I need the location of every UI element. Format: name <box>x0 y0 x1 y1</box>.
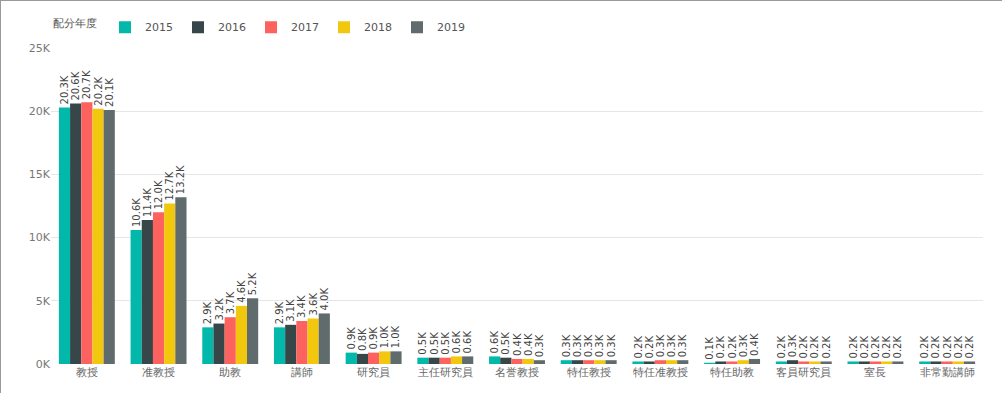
svg-text:0.3K: 0.3K <box>606 334 617 357</box>
svg-text:客員研究員: 客員研究員 <box>776 366 831 379</box>
svg-text:0.6K: 0.6K <box>451 331 462 354</box>
svg-text:准教授: 准教授 <box>142 366 175 379</box>
svg-text:12.0K: 12.0K <box>153 180 164 209</box>
svg-text:15K: 15K <box>29 168 51 181</box>
svg-text:0.5K: 0.5K <box>500 332 511 355</box>
svg-text:教授: 教授 <box>76 366 98 379</box>
svg-text:0.3K: 0.3K <box>594 334 605 357</box>
svg-text:0.3K: 0.3K <box>583 334 594 357</box>
svg-text:0.5K: 0.5K <box>429 332 440 355</box>
svg-text:0.3K: 0.3K <box>655 334 666 357</box>
svg-text:0.2K: 0.2K <box>633 336 644 359</box>
svg-text:0.2K: 0.2K <box>859 336 870 359</box>
svg-text:2016: 2016 <box>218 21 246 34</box>
svg-text:室長: 室長 <box>864 366 886 379</box>
svg-text:0.2K: 0.2K <box>881 336 892 359</box>
svg-text:0.2K: 0.2K <box>798 336 809 359</box>
svg-text:0.9K: 0.9K <box>368 327 379 350</box>
svg-text:0.2K: 0.2K <box>892 336 903 359</box>
svg-text:0.2K: 0.2K <box>809 336 820 359</box>
svg-text:0.6K: 0.6K <box>462 331 473 354</box>
svg-text:20K: 20K <box>29 105 51 118</box>
svg-text:4.0K: 4.0K <box>319 288 330 311</box>
svg-text:0.5K: 0.5K <box>440 332 451 355</box>
svg-text:0.9K: 0.9K <box>346 327 357 350</box>
svg-text:2019: 2019 <box>437 21 465 34</box>
svg-text:0.2K: 0.2K <box>930 336 941 359</box>
svg-text:12.7K: 12.7K <box>164 171 175 200</box>
svg-text:0.2K: 0.2K <box>776 336 787 359</box>
svg-text:20.7K: 20.7K <box>81 70 92 99</box>
svg-text:名誉教授: 名誉教授 <box>495 366 539 379</box>
svg-text:0.3K: 0.3K <box>677 334 688 357</box>
svg-text:2.9K: 2.9K <box>274 301 285 324</box>
svg-text:非常勤講師: 非常勤講師 <box>920 366 975 379</box>
svg-text:3.1K: 3.1K <box>285 299 296 322</box>
svg-text:0.3K: 0.3K <box>666 334 677 357</box>
svg-text:0.2K: 0.2K <box>870 336 881 359</box>
svg-text:5K: 5K <box>36 295 51 308</box>
svg-text:配分年度: 配分年度 <box>53 17 97 30</box>
svg-text:特任准教授: 特任准教授 <box>633 366 688 379</box>
svg-text:0.2K: 0.2K <box>848 336 859 359</box>
svg-text:25K: 25K <box>29 42 51 55</box>
svg-text:0.6K: 0.6K <box>489 331 500 354</box>
svg-text:0.3K: 0.3K <box>738 334 749 357</box>
svg-text:13.2K: 13.2K <box>175 165 186 194</box>
svg-text:0.3K: 0.3K <box>561 334 572 357</box>
svg-text:0.5K: 0.5K <box>417 332 428 355</box>
svg-text:20.3K: 20.3K <box>59 75 70 104</box>
svg-text:助教: 助教 <box>219 366 241 379</box>
svg-text:0.4K: 0.4K <box>749 333 760 356</box>
svg-text:0.2K: 0.2K <box>644 336 655 359</box>
svg-text:研究員: 研究員 <box>357 366 390 379</box>
svg-text:2015: 2015 <box>145 21 173 34</box>
svg-text:主任研究員: 主任研究員 <box>418 366 473 379</box>
svg-text:0.2K: 0.2K <box>953 336 964 359</box>
svg-text:0.1K: 0.1K <box>704 337 715 360</box>
svg-text:0K: 0K <box>36 358 51 371</box>
svg-text:20.2K: 20.2K <box>93 76 104 105</box>
svg-text:3.7K: 3.7K <box>225 291 236 314</box>
svg-text:10K: 10K <box>29 231 51 244</box>
svg-text:0.2K: 0.2K <box>942 336 953 359</box>
svg-text:3.4K: 3.4K <box>296 295 307 318</box>
svg-text:1.0K: 1.0K <box>379 325 390 348</box>
svg-text:0.2K: 0.2K <box>727 336 738 359</box>
svg-text:0.3K: 0.3K <box>534 334 545 357</box>
svg-text:0.8K: 0.8K <box>357 328 368 351</box>
svg-text:2017: 2017 <box>291 21 319 34</box>
svg-text:0.3K: 0.3K <box>787 334 798 357</box>
svg-text:20.6K: 20.6K <box>70 71 81 100</box>
svg-text:20.1K: 20.1K <box>104 78 115 107</box>
svg-text:講師: 講師 <box>291 366 313 379</box>
svg-text:0.2K: 0.2K <box>964 336 975 359</box>
svg-text:0.3K: 0.3K <box>572 334 583 357</box>
svg-text:4.6K: 4.6K <box>236 280 247 303</box>
svg-text:3.2K: 3.2K <box>214 298 225 321</box>
svg-text:0.4K: 0.4K <box>512 333 523 356</box>
svg-text:10.6K: 10.6K <box>131 198 142 227</box>
svg-text:1.0K: 1.0K <box>390 325 401 348</box>
svg-text:特任助教: 特任助教 <box>710 366 754 379</box>
svg-text:特任教授: 特任教授 <box>567 366 611 379</box>
svg-text:2.9K: 2.9K <box>202 301 213 324</box>
svg-text:0.2K: 0.2K <box>919 336 930 359</box>
svg-text:5.2K: 5.2K <box>247 272 258 295</box>
svg-text:0.2K: 0.2K <box>821 336 832 359</box>
svg-text:2018: 2018 <box>364 21 392 34</box>
svg-text:11.4K: 11.4K <box>142 188 153 217</box>
svg-text:0.2K: 0.2K <box>715 336 726 359</box>
svg-text:0.4K: 0.4K <box>523 333 534 356</box>
svg-text:3.6K: 3.6K <box>308 293 319 316</box>
